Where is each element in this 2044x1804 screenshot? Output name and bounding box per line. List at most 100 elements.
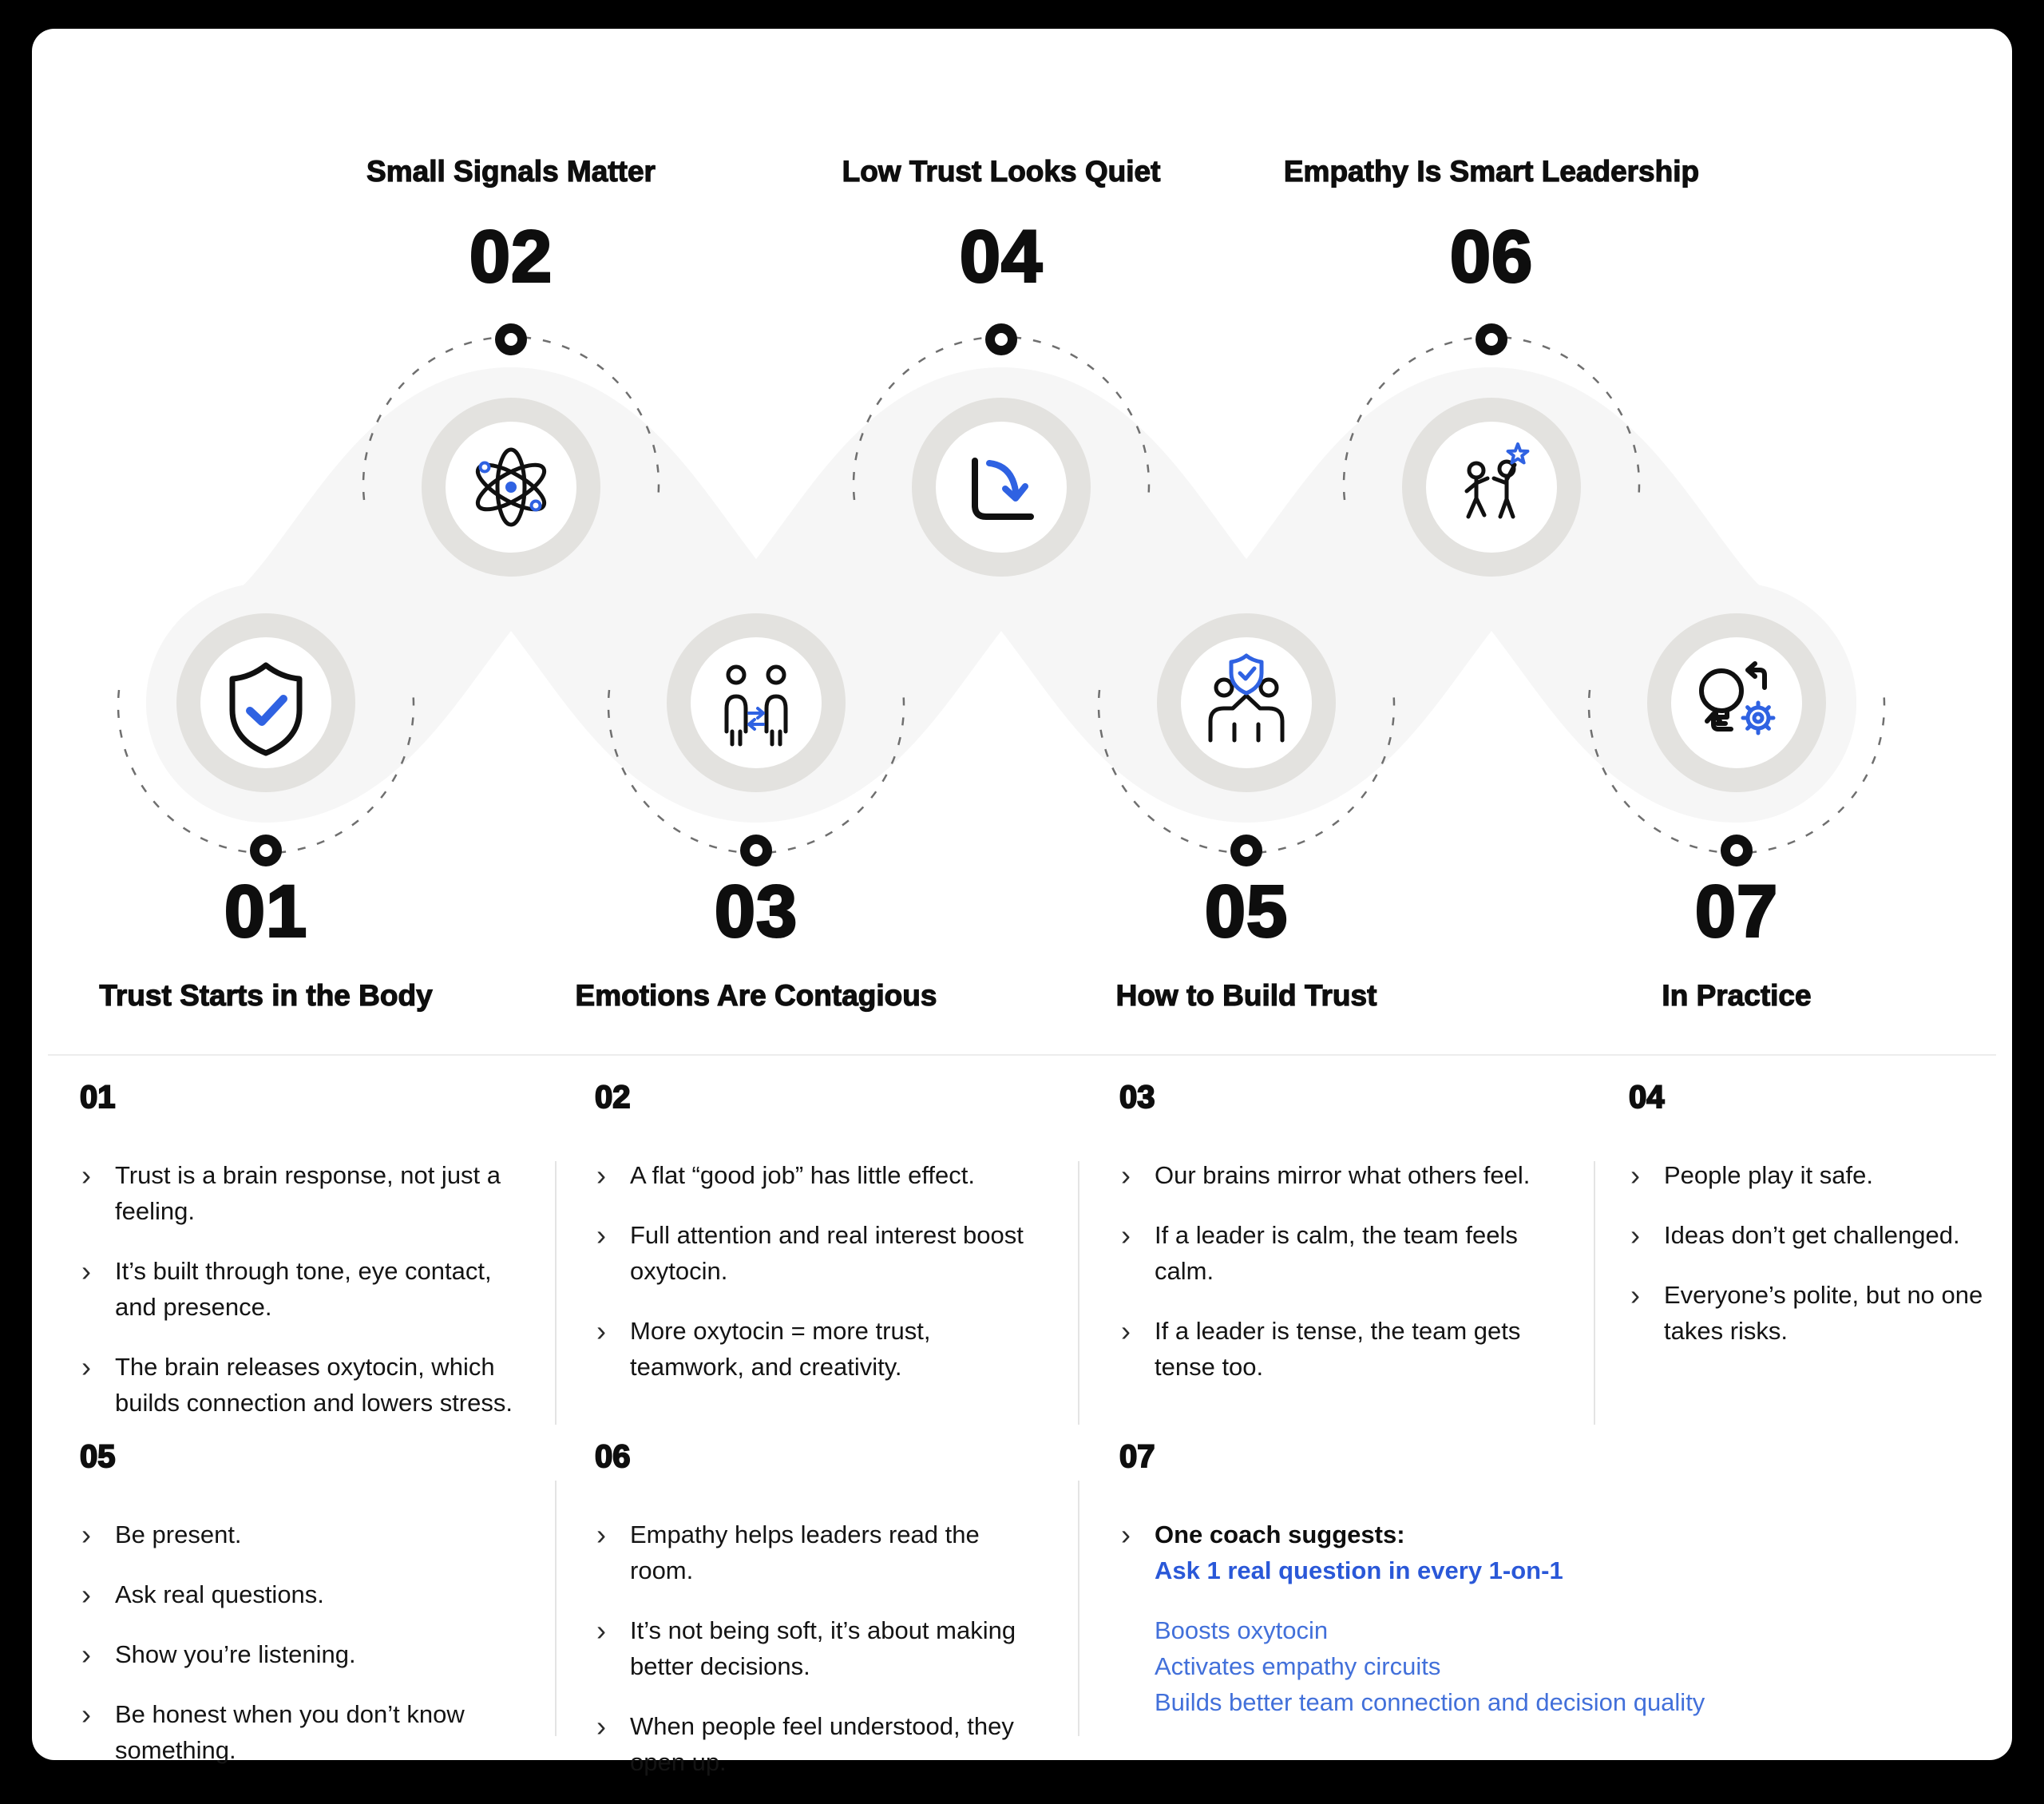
bullet-item: › Show you’re listening. [80, 1636, 551, 1672]
bullet-text: It’s not being soft, it’s about making b… [630, 1616, 1016, 1680]
bullet-item: › Our brains mirror what others feel. [1119, 1157, 1567, 1193]
step-title-04: Low Trust Looks Quiet [842, 154, 1161, 188]
detail-column-04: 04 › People play it safe. › Ideas don’t ge… [1628, 1079, 2004, 1373]
chevron-bullet-icon: › [596, 1219, 606, 1251]
detail-number: 02 [594, 1079, 632, 1116]
column-divider [555, 1161, 557, 1425]
benefit-list: Boosts oxytocin Activates empathy circui… [1119, 1612, 1886, 1720]
idea-gear-icon [1699, 661, 1776, 735]
chevron-bullet-icon: › [1630, 1279, 1640, 1311]
bullet-item: › When people feel understood, they open … [595, 1708, 1074, 1780]
step-title-01: Trust Starts in the Body [99, 978, 434, 1012]
chevron-bullet-icon: › [81, 1350, 91, 1383]
benefit-item: Activates empathy circuits [1155, 1652, 1441, 1680]
step-title-06: Empathy Is Smart Leadership [1283, 154, 1700, 188]
bullet-text: Empathy helps leaders read the room. [630, 1521, 980, 1584]
bullet-item: › Be present. [80, 1517, 551, 1552]
step-title-05: How to Build Trust [1115, 978, 1377, 1012]
detail-number: 06 [594, 1438, 632, 1475]
detail-column-05: 05 › Be present. › Ask real questions. › Sh… [79, 1438, 551, 1792]
chevron-bullet-icon: › [596, 1710, 606, 1743]
bullet-item: › Be honest when you don’t know something… [80, 1696, 551, 1768]
bullet-item: › Trust is a brain response, not just a f… [80, 1157, 551, 1229]
detail-number: 04 [1628, 1079, 1666, 1116]
bullet-item: › It’s not being soft, it’s about making … [595, 1612, 1074, 1684]
chevron-bullet-icon: › [1121, 1314, 1131, 1347]
bullet-item: › It’s built through tone, eye contact, a… [80, 1253, 551, 1325]
bullet-text: When people feel understood, they open u… [630, 1712, 1014, 1776]
bullet-item: › People play it safe. [1629, 1157, 2004, 1193]
detail-column-01: 01 › Trust is a brain response, not just … [79, 1079, 551, 1445]
team-trust-icon [1208, 653, 1285, 743]
chevron-bullet-icon: › [1121, 1518, 1131, 1551]
detail-number: 01 [79, 1079, 117, 1116]
chevron-bullet-icon: › [1630, 1219, 1640, 1251]
bullet-text: The brain releases oxytocin, which build… [115, 1353, 513, 1417]
bullet-text: If a leader is calm, the team feels calm… [1155, 1221, 1518, 1285]
section-divider [48, 1054, 1996, 1056]
coach-suggestion: › One coach suggests: Ask 1 real questio… [1119, 1517, 1886, 1588]
atom-icon [475, 447, 547, 527]
bullet-item: › Ideas don’t get challenged. [1629, 1217, 2004, 1253]
column-divider [555, 1481, 557, 1736]
bullet-text: People play it safe. [1664, 1161, 1873, 1189]
detail-column-06: 06 › Empathy helps leaders read the room.… [594, 1438, 1074, 1804]
bullet-item: › Ask real questions. [80, 1576, 551, 1612]
detail-number: 05 [79, 1438, 117, 1475]
infographic-card: Small Signals Matter Low Trust Looks Qui… [32, 29, 2012, 1776]
chevron-bullet-icon: › [81, 1255, 91, 1287]
chevron-bullet-icon: › [596, 1518, 606, 1551]
column-divider [1078, 1161, 1079, 1425]
bullet-text: A flat “good job” has little effect. [630, 1161, 975, 1189]
bullet-item: › A flat “good job” has little effect. [595, 1157, 1074, 1193]
bullet-text: It’s built through tone, eye contact, an… [115, 1257, 492, 1321]
chevron-bullet-icon: › [81, 1159, 91, 1191]
chevron-bullet-icon: › [1121, 1159, 1131, 1191]
bullet-text: If a leader is tense, the team gets tens… [1155, 1317, 1521, 1381]
wave-timeline-diagram [117, 323, 1886, 866]
step-number-03: 03 [713, 870, 798, 954]
bullet-text: Trust is a brain response, not just a fe… [115, 1161, 501, 1225]
bullet-item: › Full attention and real interest boost … [595, 1217, 1074, 1289]
detail-number: 03 [1119, 1079, 1156, 1116]
node-rings [176, 398, 1826, 792]
chevron-bullet-icon: › [596, 1314, 606, 1347]
bullet-text: Be honest when you don’t know something. [115, 1700, 465, 1764]
detail-column-07: 07 › One coach suggests: Ask 1 real ques… [1119, 1438, 1886, 1720]
bullet-text: More oxytocin = more trust, teamwork, an… [630, 1317, 931, 1381]
bullet-item: › If a leader is calm, the team feels cal… [1119, 1217, 1567, 1289]
declining-chart-icon [972, 458, 1034, 520]
timeline-point-markers [250, 323, 1753, 866]
column-divider [1594, 1161, 1595, 1425]
column-divider [1078, 1481, 1079, 1736]
step-number-07: 07 [1693, 870, 1779, 954]
benefit-item: Builds better team connection and decisi… [1155, 1688, 1705, 1716]
step-title-02: Small Signals Matter [366, 154, 656, 188]
step-number-04: 04 [958, 215, 1044, 299]
bullet-item: › Everyone’s polite, but no one takes ris… [1629, 1277, 2004, 1349]
suggestion-lead: One coach suggests: [1155, 1521, 1405, 1548]
bullet-text: Full attention and real interest boost o… [630, 1221, 1024, 1285]
bullet-item: › If a leader is tense, the team gets ten… [1119, 1313, 1567, 1385]
step-number-01: 01 [223, 870, 308, 954]
chevron-bullet-icon: › [81, 1698, 91, 1731]
bullet-text: Ask real questions. [115, 1580, 324, 1608]
step-number-06: 06 [1448, 215, 1534, 299]
chevron-bullet-icon: › [81, 1518, 91, 1551]
shield-check-icon [229, 662, 303, 756]
people-exchange-icon [724, 664, 788, 747]
step-number-05: 05 [1203, 870, 1289, 954]
chevron-bullet-icon: › [81, 1578, 91, 1611]
chevron-bullet-icon: › [81, 1638, 91, 1671]
chevron-bullet-icon: › [1121, 1219, 1131, 1251]
detail-number: 07 [1119, 1438, 1156, 1475]
benefit-item: Boosts oxytocin [1155, 1616, 1329, 1644]
detail-column-02: 02 › A flat “good job” has little effect.… [594, 1079, 1074, 1409]
bullet-item: › Empathy helps leaders read the room. [595, 1517, 1074, 1588]
step-number-02: 02 [468, 215, 553, 299]
bullet-text: Be present. [115, 1521, 242, 1548]
step-title-03: Emotions Are Contagious [575, 978, 937, 1012]
bullet-text: Ideas don’t get challenged. [1664, 1221, 1960, 1249]
step-title-07: In Practice [1662, 978, 1812, 1012]
bullet-text: Everyone’s polite, but no one takes risk… [1664, 1281, 1983, 1345]
